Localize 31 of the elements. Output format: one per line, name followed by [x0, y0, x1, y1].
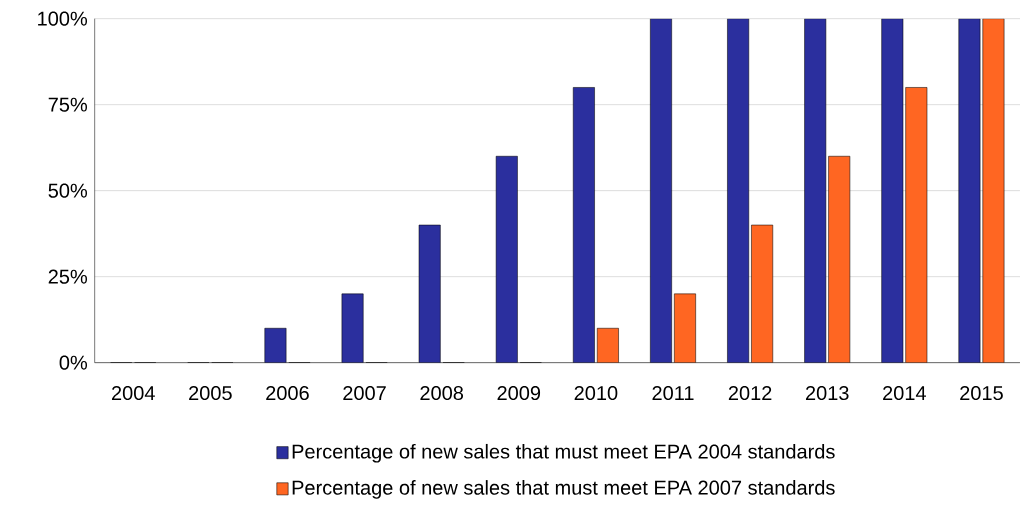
- y-tick-label: 100%: [38, 11, 88, 26]
- x-tick-label: 2011: [652, 385, 694, 401]
- x-tick-label: 2005: [189, 385, 232, 401]
- x-tick-label: 2014: [883, 385, 926, 401]
- bar: [418, 224, 441, 363]
- bar: [650, 18, 672, 363]
- x-tick-label: 2013: [805, 385, 849, 401]
- legend-label: Percentage of new sales that must meet EPA 2004 standards: [292, 443, 835, 463]
- bar: [572, 87, 595, 363]
- bar: [751, 224, 774, 363]
- y-tick-label: 0%: [59, 355, 88, 370]
- x-tick-label: 2008: [420, 385, 464, 401]
- bar: [495, 155, 518, 363]
- x-tick-label: 2012: [728, 385, 772, 401]
- bar: [264, 327, 287, 363]
- y-tick-label: 25%: [48, 269, 88, 284]
- bar: [596, 327, 619, 363]
- bar: [982, 18, 1005, 363]
- x-tick-label: 2010: [574, 385, 618, 401]
- bar: [674, 293, 696, 363]
- y-tick-label: 75%: [48, 97, 88, 112]
- legend-label: Percentage of new sales that must meet EPA 2007 standards: [292, 480, 835, 499]
- bar: [727, 18, 750, 363]
- bar: [958, 18, 981, 363]
- x-tick-label: 2004: [111, 385, 155, 401]
- x-tick-label: 2007: [343, 385, 386, 401]
- x-tick-label: 2015: [960, 385, 1003, 401]
- bar: [341, 293, 364, 363]
- y-tick-label: 50%: [48, 183, 88, 198]
- x-tick-label: 2006: [266, 385, 309, 401]
- x-tick-label: 2009: [497, 385, 541, 401]
